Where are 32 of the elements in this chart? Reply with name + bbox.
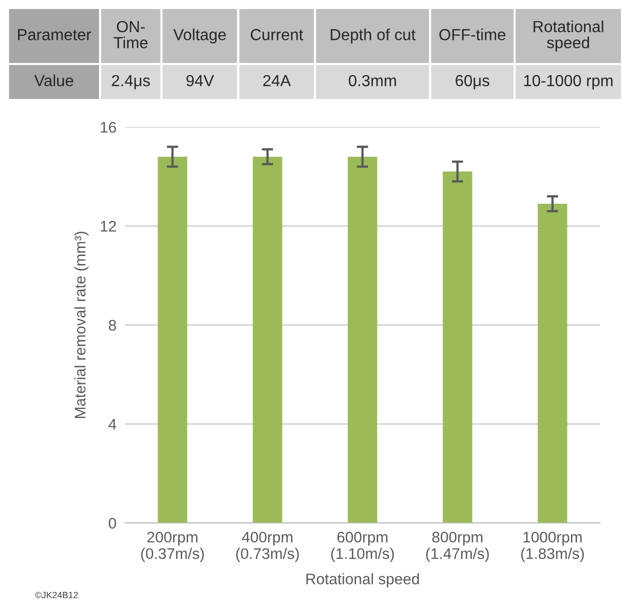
text: 24A [263, 74, 291, 86]
y-tick-label: 4 [108, 419, 116, 430]
text: Parameter [18, 29, 92, 40]
text: OFF-time [439, 28, 506, 40]
text: Voltage [173, 28, 226, 44]
x-tick-label: 800rpm (1.47m/s) [426, 532, 489, 562]
text: ©JK24B12 [35, 592, 78, 598]
y-tick-label: 12 [100, 220, 116, 232]
text: Rotational speed [534, 20, 604, 52]
text: ON- Time [114, 20, 148, 48]
x-tick-label: 400rpm (0.73m/s) [236, 532, 299, 562]
bar [442, 172, 472, 523]
bar [252, 156, 282, 523]
y-tick-label: 8 [108, 320, 116, 331]
text: 2.4μs [112, 74, 150, 90]
text: 94V [186, 74, 214, 86]
y-tick-label: 16 [100, 122, 116, 133]
x-tick-label: 600rpm (1.10m/s) [331, 532, 394, 562]
x-axis-title: Rotational speed [306, 573, 419, 588]
y-axis-title: Material removal rate (mm³) [74, 232, 89, 418]
text: Current [250, 28, 304, 40]
text: Value [34, 74, 74, 86]
bar [538, 204, 568, 523]
bar [348, 156, 378, 523]
text: 0.3mm [348, 74, 396, 86]
x-tick-label: 200rpm (0.37m/s) [141, 532, 204, 562]
text: Depth of cut [330, 28, 416, 44]
bar [158, 156, 188, 523]
x-tick-label: 1000rpm (1.83m/s) [521, 532, 584, 562]
text: 10-1000 rpm [524, 74, 613, 90]
text: 60μs [456, 74, 490, 90]
y-tick-label: 0 [108, 518, 116, 529]
